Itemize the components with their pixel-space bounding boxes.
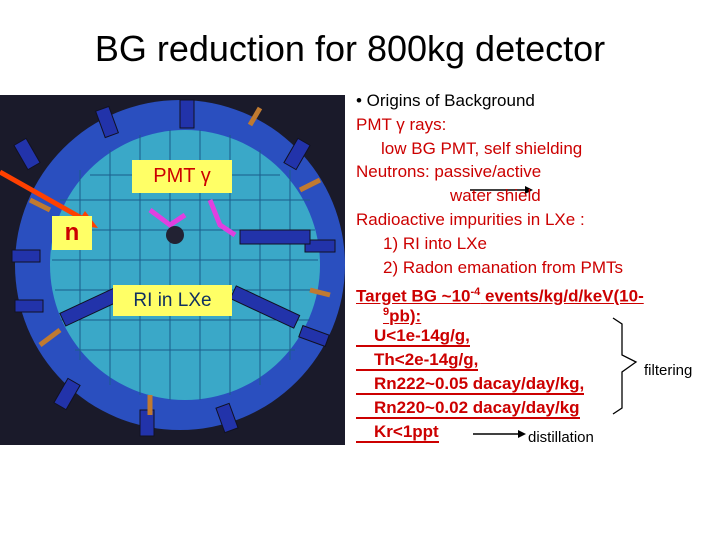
n-label: n bbox=[52, 216, 92, 250]
limit-line: Kr<1ppt bbox=[356, 422, 439, 443]
target-exp: 9 bbox=[383, 306, 390, 318]
pmt-label: PMT γ bbox=[132, 160, 232, 193]
target-line: 9pb): bbox=[383, 302, 421, 327]
target-text: Target BG ~10 bbox=[356, 286, 471, 306]
text-line: water shield bbox=[450, 186, 541, 205]
slide-title: BG reduction for 800kg detector bbox=[94, 28, 606, 69]
text-line: low BG PMT, self shielding bbox=[381, 139, 583, 158]
target-text: pb): bbox=[389, 306, 422, 326]
target-text: events/kg/d/keV(10- bbox=[485, 286, 644, 306]
inner-volume bbox=[50, 130, 320, 400]
distillation-note: distillation bbox=[528, 429, 594, 446]
filtering-note: filtering bbox=[644, 362, 693, 379]
limit-line: Rn222~0.05 dacay/day/kg, bbox=[356, 374, 585, 395]
text-line: 2) Radon emanation from PMTs bbox=[383, 258, 623, 277]
text-line: Neutrons: passive/active bbox=[356, 162, 542, 181]
ri-label: RI in LXe bbox=[113, 285, 232, 316]
neutron-arrow bbox=[0, 169, 87, 223]
pmt-tubes bbox=[11, 99, 336, 437]
text-line: Radioactive impurities in LXe : bbox=[356, 210, 585, 229]
limit-line: U<1e-14g/g, bbox=[356, 326, 470, 347]
filtering-bracket bbox=[612, 317, 638, 415]
limit-line: Th<2e-14g/g, bbox=[356, 350, 479, 371]
text-line: 1) RI into LXe bbox=[383, 234, 487, 253]
target-exp: -4 bbox=[470, 286, 481, 298]
water-arrowhead bbox=[525, 186, 533, 194]
distillation-arrowhead bbox=[518, 430, 526, 438]
bullet-line: • Origins of Background bbox=[356, 91, 535, 110]
target-line: Target BG ~10-4 events/kg/d/keV(10- bbox=[356, 282, 644, 307]
text-line: PMT γ rays: bbox=[356, 115, 447, 134]
gamma-paths bbox=[148, 199, 237, 238]
source bbox=[166, 226, 184, 244]
support-rods bbox=[28, 106, 331, 415]
limit-line: Rn220~0.02 dacay/day/kg bbox=[356, 398, 580, 419]
